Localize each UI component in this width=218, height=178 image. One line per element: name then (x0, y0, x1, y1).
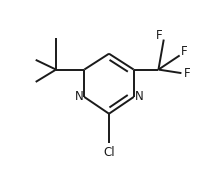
Text: Cl: Cl (103, 146, 115, 159)
Text: F: F (183, 67, 190, 80)
Text: N: N (135, 90, 143, 103)
Text: N: N (75, 90, 83, 103)
Text: F: F (181, 45, 187, 58)
Text: F: F (156, 29, 163, 42)
